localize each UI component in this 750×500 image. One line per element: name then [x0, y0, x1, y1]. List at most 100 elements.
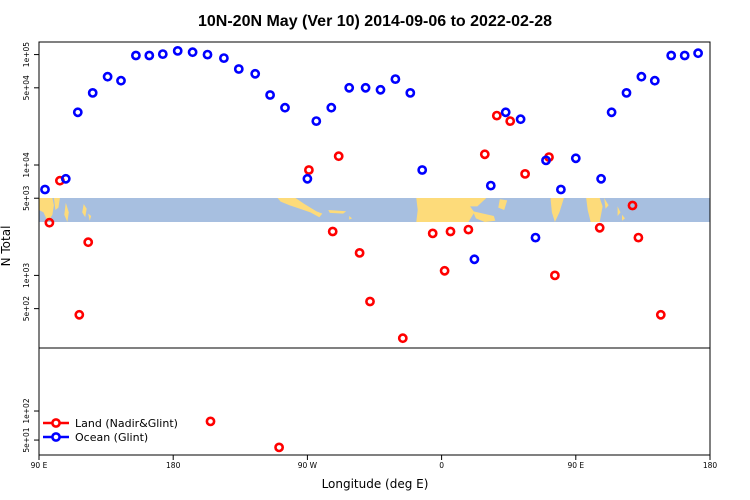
land-point — [505, 116, 516, 126]
legend-marker — [51, 418, 61, 428]
land-point — [491, 110, 502, 121]
ocean-point — [541, 155, 551, 166]
land-shape — [328, 210, 347, 214]
land-shape — [416, 198, 475, 222]
land-shape — [604, 198, 609, 209]
top-y-axis: 5e+02 1e+03 5e+03 1e+04 5e+04 1e+05 — [22, 42, 39, 321]
top-y-tick-label: 5e+02 — [22, 296, 31, 321]
ocean-point — [500, 107, 511, 118]
ocean-point — [87, 88, 98, 98]
ocean-point — [636, 71, 647, 82]
land-point — [627, 200, 638, 211]
land-point — [327, 226, 338, 237]
land-point — [479, 149, 490, 160]
land-point — [550, 270, 560, 281]
legend: Land (Nadir&Glint)Ocean (Glint) — [43, 417, 178, 444]
ocean-point — [360, 82, 371, 93]
ocean-point — [556, 184, 566, 195]
top-y-tick-label: 1e+04 — [22, 152, 31, 177]
land-point — [83, 237, 94, 248]
land-point — [463, 224, 474, 235]
top-y-tick-label: 5e+04 — [22, 75, 31, 100]
ocean-point — [649, 75, 660, 86]
ocean-point — [202, 49, 213, 60]
land-shape — [456, 198, 487, 207]
bottom-panel-frame — [38, 347, 711, 456]
land-point — [520, 168, 530, 179]
land-point — [594, 222, 605, 233]
legend-label: Ocean (Glint) — [75, 431, 148, 444]
x-tick-label: 90 W — [298, 461, 318, 470]
land-shape — [349, 216, 353, 220]
ocean-point — [570, 153, 581, 164]
ocean-point — [693, 48, 703, 59]
land-point — [44, 217, 55, 228]
bottom-y-tick-label: 1e+02 — [22, 398, 31, 423]
land-point — [205, 416, 216, 427]
land-point — [445, 226, 456, 237]
ocean-point — [250, 68, 261, 79]
ocean-point — [60, 173, 71, 184]
land-point — [397, 333, 408, 344]
ocean-point — [375, 84, 386, 95]
top-y-tick-label: 1e+05 — [22, 42, 31, 67]
x-tick-label: 180 — [166, 461, 181, 470]
ocean-point — [311, 116, 322, 126]
land-point — [633, 232, 644, 243]
top-y-tick-label: 1e+03 — [22, 263, 31, 288]
ocean-point — [233, 64, 244, 74]
ocean-point — [344, 82, 355, 93]
x-axis-label: Longitude (deg E) — [322, 477, 429, 491]
ocean-point — [326, 102, 337, 113]
land-point — [655, 309, 666, 320]
ocean-point — [116, 75, 126, 86]
ocean-point — [606, 107, 617, 118]
x-tick-label: 90 E — [567, 461, 584, 470]
x-axis: 90 E 180 90 W 0 90 E 180 — [31, 455, 718, 470]
top-y-tick-label: 5e+03 — [22, 185, 31, 210]
land-point — [354, 247, 365, 258]
ocean-point — [265, 90, 275, 100]
bottom-y-axis: 5e+01 1e+02 — [22, 398, 39, 453]
land-point — [427, 228, 438, 239]
ocean-point — [102, 71, 113, 82]
ocean-point — [405, 88, 416, 98]
top-panel-points — [40, 46, 703, 344]
bottom-panel-points — [205, 416, 284, 453]
ocean-point — [596, 173, 606, 184]
land-shape — [617, 206, 621, 216]
ocean-point — [469, 254, 480, 265]
land-shape — [622, 214, 625, 221]
ocean-point — [390, 74, 401, 84]
land-point — [74, 309, 85, 320]
ocean-point — [679, 50, 690, 61]
x-tick-label: 0 — [439, 461, 444, 470]
land-shape — [498, 199, 508, 210]
bottom-y-tick-label: 5e+01 — [22, 427, 31, 452]
ocean-point — [40, 184, 50, 195]
ocean-strip — [39, 198, 710, 222]
land-shape — [82, 204, 87, 218]
ocean-point — [130, 50, 141, 61]
ocean-point — [218, 53, 229, 63]
land-shape — [586, 198, 603, 222]
ocean-point — [621, 88, 632, 98]
ocean-point — [302, 173, 313, 184]
x-tick-label: 180 — [703, 461, 718, 470]
ocean-point — [72, 107, 83, 118]
ocean-point — [530, 232, 541, 243]
ocean-point — [666, 50, 677, 61]
ocean-point — [515, 114, 526, 125]
land-shape — [53, 198, 60, 210]
land-point — [274, 442, 284, 453]
land-point — [365, 296, 375, 307]
ocean-point — [187, 47, 198, 58]
land-point — [303, 165, 314, 175]
world-map-strip — [39, 198, 710, 222]
chart-title: 10N-20N May (Ver 10) 2014-09-06 to 2022-… — [198, 13, 552, 30]
ocean-point — [417, 165, 428, 175]
land-shape — [550, 198, 564, 222]
land-point — [333, 151, 344, 162]
land-shape — [277, 198, 323, 218]
